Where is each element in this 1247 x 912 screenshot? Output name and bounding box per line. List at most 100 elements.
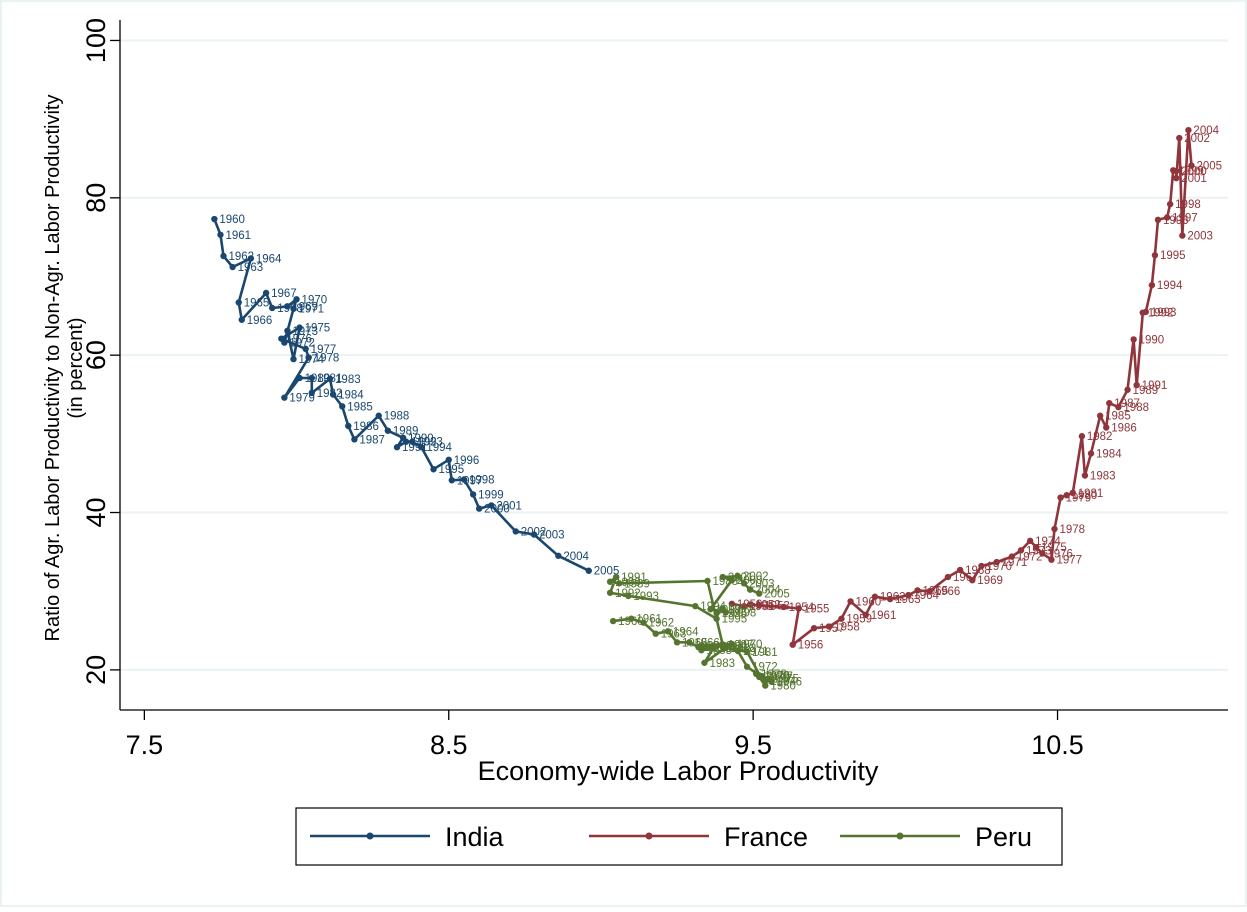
x-tick-label-2: 9.5 — [734, 730, 772, 760]
data-point-peru-2000 — [728, 576, 736, 584]
y-tick-label-2: 60 — [81, 340, 111, 370]
data-point-india-1987 — [351, 436, 358, 443]
data-label-india-1972: 1972 — [289, 338, 315, 350]
data-label-india-2005: 2005 — [594, 566, 620, 578]
data-label-france-1998: 1998 — [1175, 199, 1201, 211]
data-point-france-1980 — [1063, 492, 1070, 499]
legend-label-peru: Peru — [975, 822, 1032, 852]
data-point-france-1989 — [1124, 386, 1131, 393]
data-label-india-1979: 1979 — [289, 393, 315, 405]
data-label-peru-1993: 1993 — [633, 591, 659, 603]
data-point-peru-1989 — [616, 580, 623, 587]
data-label-france-1981: 1981 — [1078, 488, 1104, 500]
data-point-france-1997 — [1163, 214, 1171, 221]
data-point-france-1978 — [1051, 525, 1058, 533]
data-label-france-1983: 1983 — [1090, 471, 1116, 483]
data-point-india-1963 — [229, 263, 236, 271]
data-label-india-1965: 1965 — [244, 297, 270, 309]
data-point-india-1966 — [238, 316, 245, 323]
data-label-india-1989: 1989 — [393, 426, 419, 438]
data-label-france-1978: 1978 — [1059, 524, 1085, 536]
legend-label-india: India — [445, 822, 505, 852]
data-point-peru-1984 — [710, 644, 717, 652]
data-label-india-1983: 1983 — [335, 374, 361, 386]
data-label-france-1993: 1993 — [1151, 307, 1177, 319]
data-label-peru-1989: 1989 — [624, 578, 650, 590]
data-point-india-1994 — [418, 444, 425, 451]
data-label-france-1969: 1969 — [977, 575, 1003, 587]
data-point-india-2002 — [512, 528, 519, 535]
data-label-india-1970: 1970 — [302, 294, 328, 306]
data-label-india-1986: 1986 — [353, 421, 379, 433]
data-point-france-1985 — [1096, 412, 1104, 419]
data-label-india-1976: 1976 — [286, 334, 312, 346]
data-label-france-1955: 1955 — [804, 604, 830, 616]
data-label-india-1988: 1988 — [384, 411, 410, 423]
data-point-india-1973 — [284, 327, 291, 334]
data-point-peru-2001 — [719, 573, 726, 581]
data-point-india-1967 — [262, 289, 270, 297]
data-point-france-1962 — [871, 593, 879, 600]
axis-titles: Economy-wide Labor Productivity Ratio of… — [42, 95, 879, 786]
data-point-peru-1968 — [704, 644, 711, 652]
data-label-france-1980: 1980 — [1072, 490, 1098, 502]
data-label-india-1998: 1998 — [469, 474, 495, 486]
data-point-france-1960 — [847, 598, 854, 605]
y-tick-label-0: 20 — [81, 655, 111, 685]
data-label-india-1975: 1975 — [305, 323, 331, 335]
data-point-india-2000 — [475, 505, 483, 512]
data-point-india-1992 — [402, 438, 410, 445]
data-label-india-1964: 1964 — [256, 253, 282, 265]
data-point-peru-1991 — [612, 573, 620, 581]
y-tick-label-3: 80 — [81, 183, 111, 213]
data-point-france-1975 — [1033, 543, 1040, 551]
x-tick-label-0: 7.5 — [126, 730, 164, 760]
data-point-peru-1998 — [722, 609, 729, 616]
axes: 20 40 60 80 100 7.5 8.5 9.5 10.5 — [81, 18, 1228, 760]
data-label-peru-1995: 1995 — [722, 614, 748, 626]
data-label-india-2003: 2003 — [539, 530, 565, 542]
data-point-peru-1986 — [698, 642, 705, 649]
data-point-france-1993 — [1142, 308, 1150, 316]
data-label-peru-1971: 1971 — [743, 646, 769, 658]
data-point-india-1996 — [445, 456, 452, 464]
data-point-peru-1994 — [692, 602, 699, 610]
series-line-france — [731, 128, 1193, 647]
data-point-france-2003 — [1179, 232, 1186, 239]
legend: India France Peru — [295, 807, 1063, 866]
data-point-peru-1971 — [734, 647, 742, 655]
data-label-india-1992: 1992 — [411, 437, 437, 449]
data-point-france-1988 — [1115, 403, 1122, 411]
data-point-france-1956 — [789, 641, 796, 648]
legend-key-marker-france — [645, 832, 653, 840]
data-point-france-1981 — [1069, 489, 1076, 497]
data-label-france-1966: 1966 — [935, 586, 961, 598]
data-label-france-1957: 1957 — [819, 623, 845, 635]
data-label-france-2005: 2005 — [1196, 161, 1222, 173]
data-point-peru-1992 — [606, 589, 614, 596]
data-point-peru-1987 — [719, 641, 726, 648]
data-label-france-1958: 1958 — [834, 622, 860, 634]
data-label-india-1971: 1971 — [299, 304, 325, 316]
data-point-peru-1980 — [762, 682, 769, 689]
data-point-france-1967 — [944, 573, 952, 581]
data-point-france-1979 — [1057, 494, 1064, 501]
data-point-india-1975 — [296, 324, 303, 331]
data-point-peru-1966 — [686, 639, 693, 646]
data-label-peru-1997: 1997 — [728, 604, 754, 616]
data-label-france-1992: 1992 — [1148, 308, 1174, 320]
data-point-peru-1983 — [701, 659, 708, 666]
data-point-france-1957 — [810, 624, 818, 632]
data-label-peru-1972: 1972 — [752, 662, 778, 674]
data-label-india-1969: 1969 — [292, 301, 318, 313]
data-point-france-1961 — [862, 611, 869, 619]
x-axis-title: Economy-wide Labor Productivity — [478, 756, 879, 786]
data-label-peru-2005: 2005 — [764, 589, 790, 601]
data-label-france-1975: 1975 — [1041, 542, 1067, 554]
data-label-peru-1964: 1964 — [673, 626, 699, 638]
data-label-france-1970: 1970 — [986, 561, 1012, 573]
data-point-france-1994 — [1148, 281, 1156, 289]
data-label-india-2004: 2004 — [563, 551, 589, 563]
data-point-peru-1970 — [728, 640, 736, 648]
data-point-france-1969 — [969, 576, 976, 584]
